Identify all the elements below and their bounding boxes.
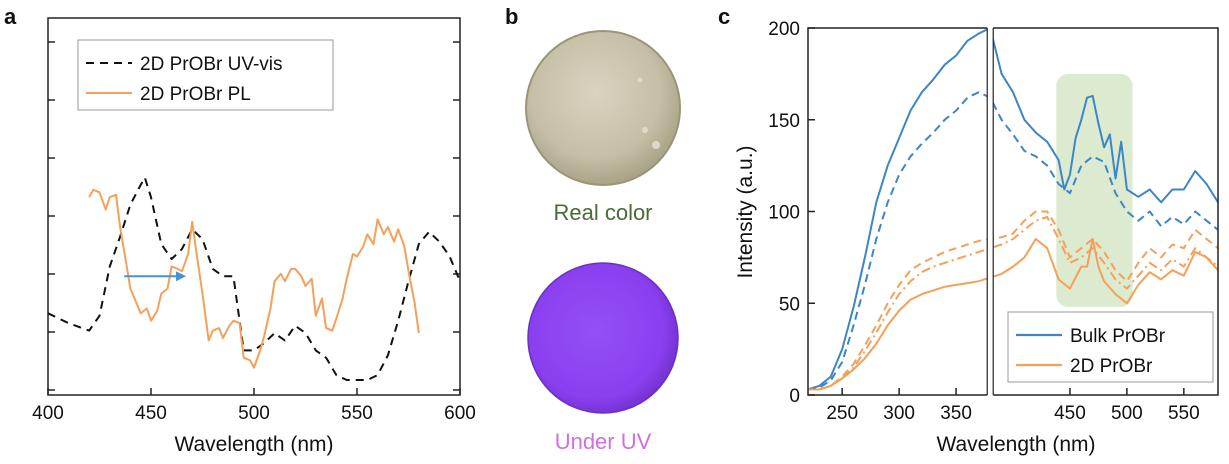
panel-b-photos: Real color Under UV (525, 30, 681, 454)
real-color-speckle (652, 141, 660, 149)
axis-break-gap (987, 26, 994, 397)
legend-label-bulk: Bulk PrOBr (1070, 326, 1166, 347)
panel-c-xtick-label: 350 (940, 403, 972, 424)
panel-a-legend: 2D PrOBr UV-vis 2D PrOBr PL (77, 39, 334, 111)
panel-a-chart: 400 450 500 550 600 Wavelength (nm) 2D PrOBr… (32, 17, 476, 456)
panel-c-legend-box (1007, 311, 1214, 383)
panel-a-annotation (124, 271, 187, 282)
panel-a-series (47, 176, 461, 381)
series-2d-dashdot (808, 216, 1219, 391)
panel-a-legend-box (77, 39, 334, 111)
series-bulk-dashed (807, 91, 1219, 391)
panel-c-chart: 250 300 350 450 500 550 0 50 100 150 200 Wavelengt… (734, 19, 1219, 456)
series-uvvis-line (47, 176, 461, 381)
panel-letter-b: b (505, 4, 518, 29)
panel-a-xtick-label: 400 (32, 403, 64, 424)
real-color-label: Real color (553, 200, 652, 225)
under-uv-sample-photo (527, 262, 679, 414)
panel-c-xtick-label: 500 (1111, 403, 1143, 424)
series-pl-line (88, 188, 420, 369)
shift-arrow-head (176, 271, 187, 282)
panel-c-xtick-label: 300 (883, 403, 915, 424)
legend-label-pl: 2D PrOBr PL (140, 84, 251, 105)
panel-c-xtick-label: 550 (1168, 403, 1200, 424)
panel-c-ytick-label: 0 (789, 386, 800, 407)
panel-c-ylabel: Intensity (a.u.) (734, 145, 757, 278)
panel-c-ytick-label: 100 (768, 203, 800, 224)
panel-c-xtick-label: 450 (1054, 403, 1086, 424)
highlight-region (1056, 73, 1133, 307)
panel-c-xlabel: Wavelength (nm) (936, 433, 1095, 456)
panel-a-xlabel: Wavelength (nm) (174, 433, 333, 456)
panel-letter-a: a (4, 4, 17, 29)
panel-c-ytick-label: 150 (768, 111, 800, 132)
panel-c-ytick-label: 50 (779, 294, 800, 315)
panel-c-legend: Bulk PrOBr 2D PrOBr (1007, 311, 1214, 383)
legend-label-2d: 2D PrOBr (1070, 356, 1153, 377)
series-2d-dashed (808, 210, 1219, 391)
panel-a-xtick-label: 500 (238, 403, 270, 424)
legend-label-uvvis: 2D PrOBr UV-vis (140, 54, 283, 75)
series-2d-solid (808, 238, 1219, 391)
real-color-speckle (642, 127, 648, 133)
real-color-speckle (637, 77, 643, 83)
panel-a-xtick-label: 550 (341, 403, 373, 424)
panel-a-xtick-label: 600 (444, 403, 476, 424)
panel-c-series (807, 27, 1219, 391)
panel-c-ytick-label: 200 (768, 19, 800, 40)
real-color-sample-photo (525, 30, 681, 186)
panel-letter-c: c (718, 4, 730, 29)
under-uv-label: Under UV (555, 429, 652, 454)
axis-break-mark (986, 26, 994, 397)
panel-c-xtick-label: 250 (826, 403, 858, 424)
panel-c-ticks: 250 300 350 450 500 550 0 50 100 150 200 (768, 19, 1199, 424)
panel-a-xtick-label: 450 (135, 403, 167, 424)
panel-a-ticks: 400 450 500 550 600 (32, 41, 476, 424)
series-bulk-solid (807, 27, 1219, 391)
